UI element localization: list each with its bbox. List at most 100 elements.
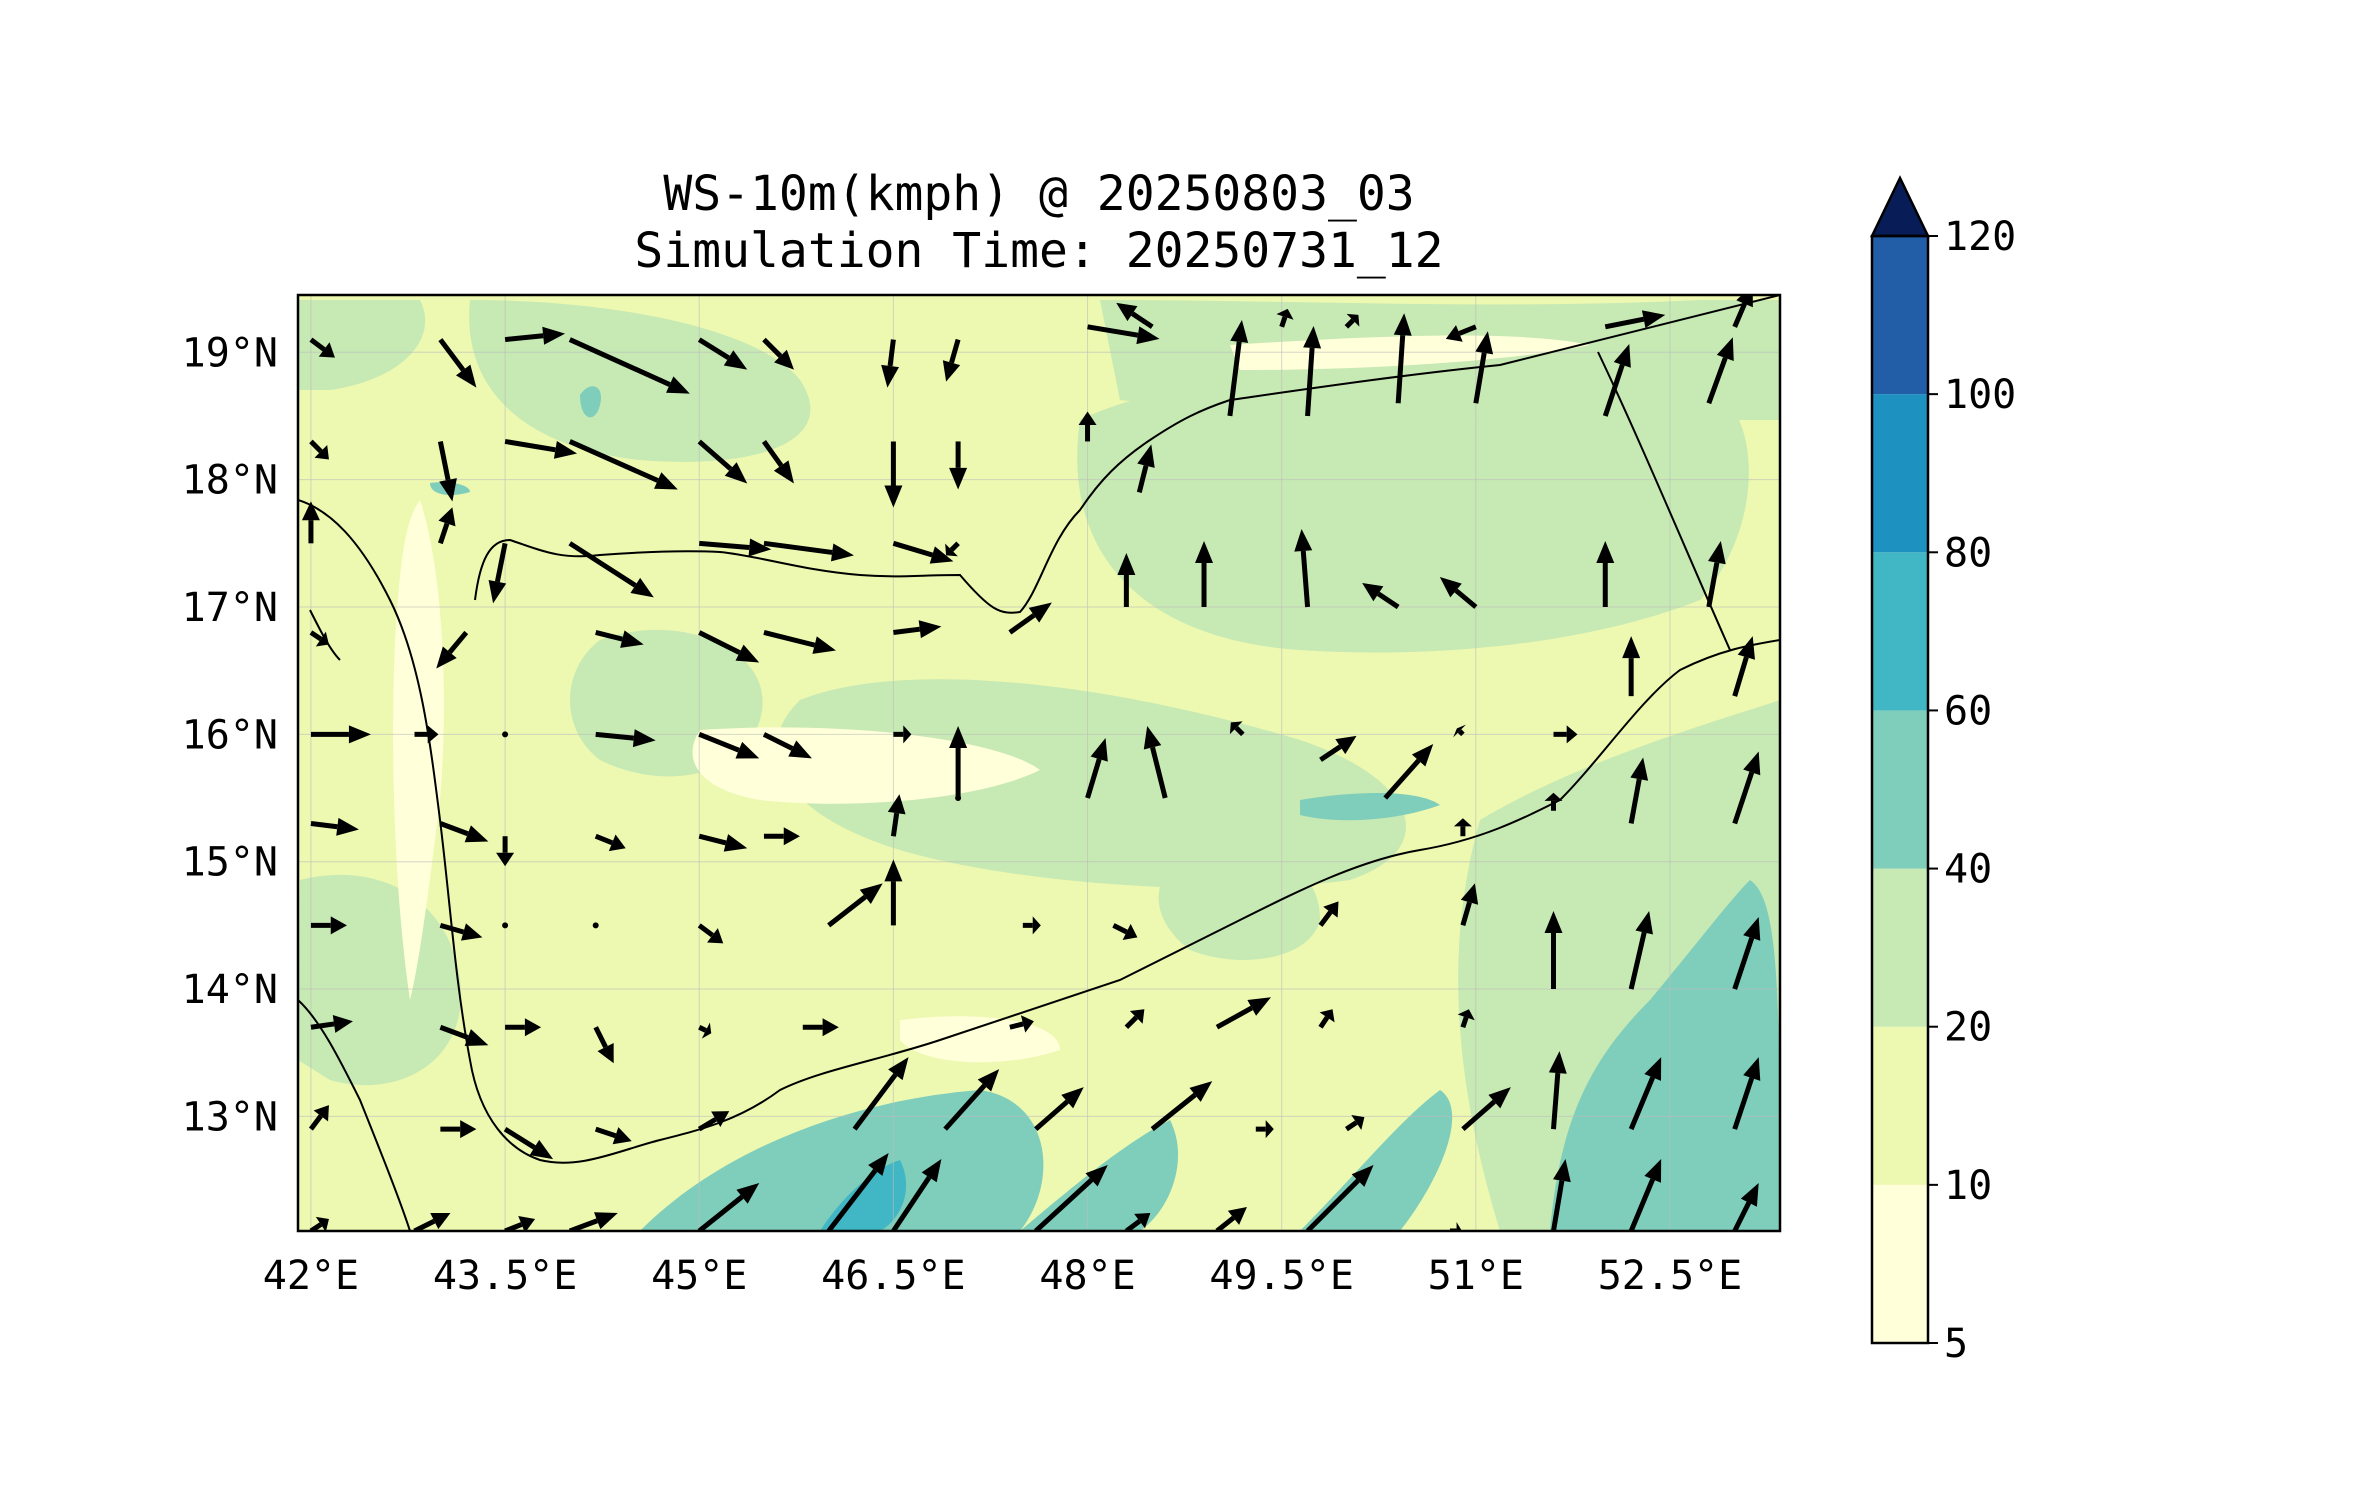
- wind-arrow: [1628, 1159, 1662, 1231]
- wind-arrow: [1215, 1207, 1247, 1231]
- colorbar-segment: [1872, 1184, 1928, 1343]
- wind-arrow: [892, 540, 954, 564]
- wind-arrow: [697, 1111, 730, 1132]
- wind-arrow: [1318, 1009, 1335, 1029]
- wind-arrow: [436, 630, 469, 669]
- wind-arrow: [1461, 1087, 1511, 1132]
- wind-arrow: [438, 507, 456, 545]
- y-tick-label: 18°N: [182, 458, 278, 504]
- wind-arrow: [1439, 577, 1478, 609]
- wind-arrow: [763, 540, 854, 562]
- wind-arrow: [310, 725, 371, 744]
- wind-arrow: [437, 440, 457, 502]
- wind-arrow: [595, 630, 644, 648]
- map-frame: [296, 293, 1782, 1233]
- wind-vectors: [301, 295, 1761, 1231]
- map-panel: [296, 293, 1782, 1233]
- wind-arrow: [308, 1105, 329, 1131]
- wind-arrow: [826, 1153, 889, 1231]
- wind-arrow: [1195, 541, 1214, 607]
- wind-arrow: [884, 441, 903, 508]
- wind-arrow: [1445, 324, 1477, 342]
- wind-arrow: [1034, 1087, 1084, 1132]
- wind-arrow: [1732, 751, 1761, 825]
- wind-arrow: [761, 439, 794, 484]
- wind-arrow: [1453, 724, 1466, 738]
- x-tick-label: 46.5°E: [821, 1253, 966, 1299]
- wind-arrow: [881, 339, 900, 388]
- wind-arrow: [413, 1213, 451, 1231]
- wind-arrow: [1022, 916, 1041, 935]
- wind-arrow: [502, 922, 509, 929]
- wind-arrow: [697, 923, 724, 944]
- wind-arrow: [1227, 319, 1249, 417]
- x-tick-label: 52.5°E: [1598, 1253, 1743, 1299]
- wind-arrow: [698, 1022, 712, 1039]
- wind-arrow: [1453, 818, 1472, 837]
- wind-arrow: [802, 1018, 839, 1037]
- wind-arrow: [943, 1069, 1000, 1131]
- x-tick-label: 48°E: [1039, 1253, 1135, 1299]
- field-20-40: [469, 300, 811, 462]
- colorbar-tick-label: 60: [1944, 688, 1992, 734]
- x-axis: 42°E 43.5°E 45°E 46.5°E 48°E 49.5°E 51°E 52.5°E: [263, 1253, 1742, 1299]
- colorbar-extend-arrow: [1870, 175, 1930, 238]
- wind-arrow: [1383, 744, 1434, 800]
- wind-arrow: [942, 338, 961, 382]
- wind-arrow: [893, 620, 942, 639]
- wind-arrow: [699, 538, 772, 557]
- wind-arrow: [309, 337, 335, 358]
- wind-arrow: [1215, 997, 1271, 1030]
- wind-arrow: [887, 794, 906, 837]
- wind-arrow: [697, 439, 748, 484]
- wind-arrow: [1345, 1115, 1365, 1132]
- wind-arrow: [763, 827, 800, 846]
- wind-arrow: [594, 833, 626, 852]
- wind-arrow: [1473, 331, 1494, 404]
- colorbar-tick-label: 10: [1944, 1163, 1992, 1209]
- colorbar: 5 10 20 40 60 80 100 120: [1870, 175, 2016, 1367]
- wind-arrow: [1008, 602, 1052, 635]
- x-tick-label: 49.5°E: [1209, 1253, 1354, 1299]
- wind-arrow: [1628, 911, 1653, 990]
- wind-arrow: [763, 630, 836, 654]
- colorbar-segment: [1872, 236, 1928, 395]
- colorbar-segment: [1872, 394, 1928, 553]
- wind-arrow: [595, 729, 656, 748]
- chart-title-line1: WS-10m(kmph) @ 20250803_03: [663, 166, 1414, 222]
- colorbar-tick-label: 80: [1944, 530, 1992, 576]
- colorbar-tick-label: 100: [1944, 372, 2016, 418]
- wind-arrow: [1544, 792, 1563, 811]
- wind-arrow: [1732, 295, 1753, 328]
- colorbar-tick-label: 20: [1944, 1005, 1992, 1051]
- wind-arrow: [1732, 1057, 1761, 1130]
- wind-arrow: [827, 883, 883, 928]
- wind-arrow: [1732, 636, 1755, 697]
- coastline: [298, 499, 1780, 1164]
- wind-arrow: [568, 337, 690, 394]
- wind-arrow: [1117, 553, 1136, 607]
- field-20-40: [1077, 368, 1749, 653]
- wind-arrow: [1303, 325, 1322, 417]
- wind-arrow: [1551, 1159, 1571, 1231]
- field-5-10: [900, 1016, 1060, 1063]
- wind-arrow: [568, 541, 654, 598]
- wind-arrow: [697, 337, 748, 370]
- wind-speed-field: [298, 300, 1780, 1231]
- wind-arrow: [1393, 313, 1412, 404]
- field-5-10: [393, 500, 444, 1000]
- wind-arrow: [488, 542, 508, 604]
- y-tick-label: 15°N: [182, 840, 278, 886]
- wind-arrow: [1628, 757, 1649, 824]
- wind-arrow: [1124, 1009, 1145, 1030]
- wind-arrow: [762, 337, 794, 370]
- wind-arrow: [762, 732, 812, 759]
- wind-arrow: [1116, 302, 1154, 329]
- wind-arrow: [945, 541, 960, 557]
- wind-arrow: [1548, 1051, 1567, 1130]
- wind-arrow: [697, 1183, 760, 1231]
- wind-arrow: [1457, 1009, 1475, 1029]
- colorbar-segment: [1872, 868, 1928, 1027]
- wind-arrow: [310, 817, 359, 836]
- x-tick-label: 45°E: [651, 1253, 747, 1299]
